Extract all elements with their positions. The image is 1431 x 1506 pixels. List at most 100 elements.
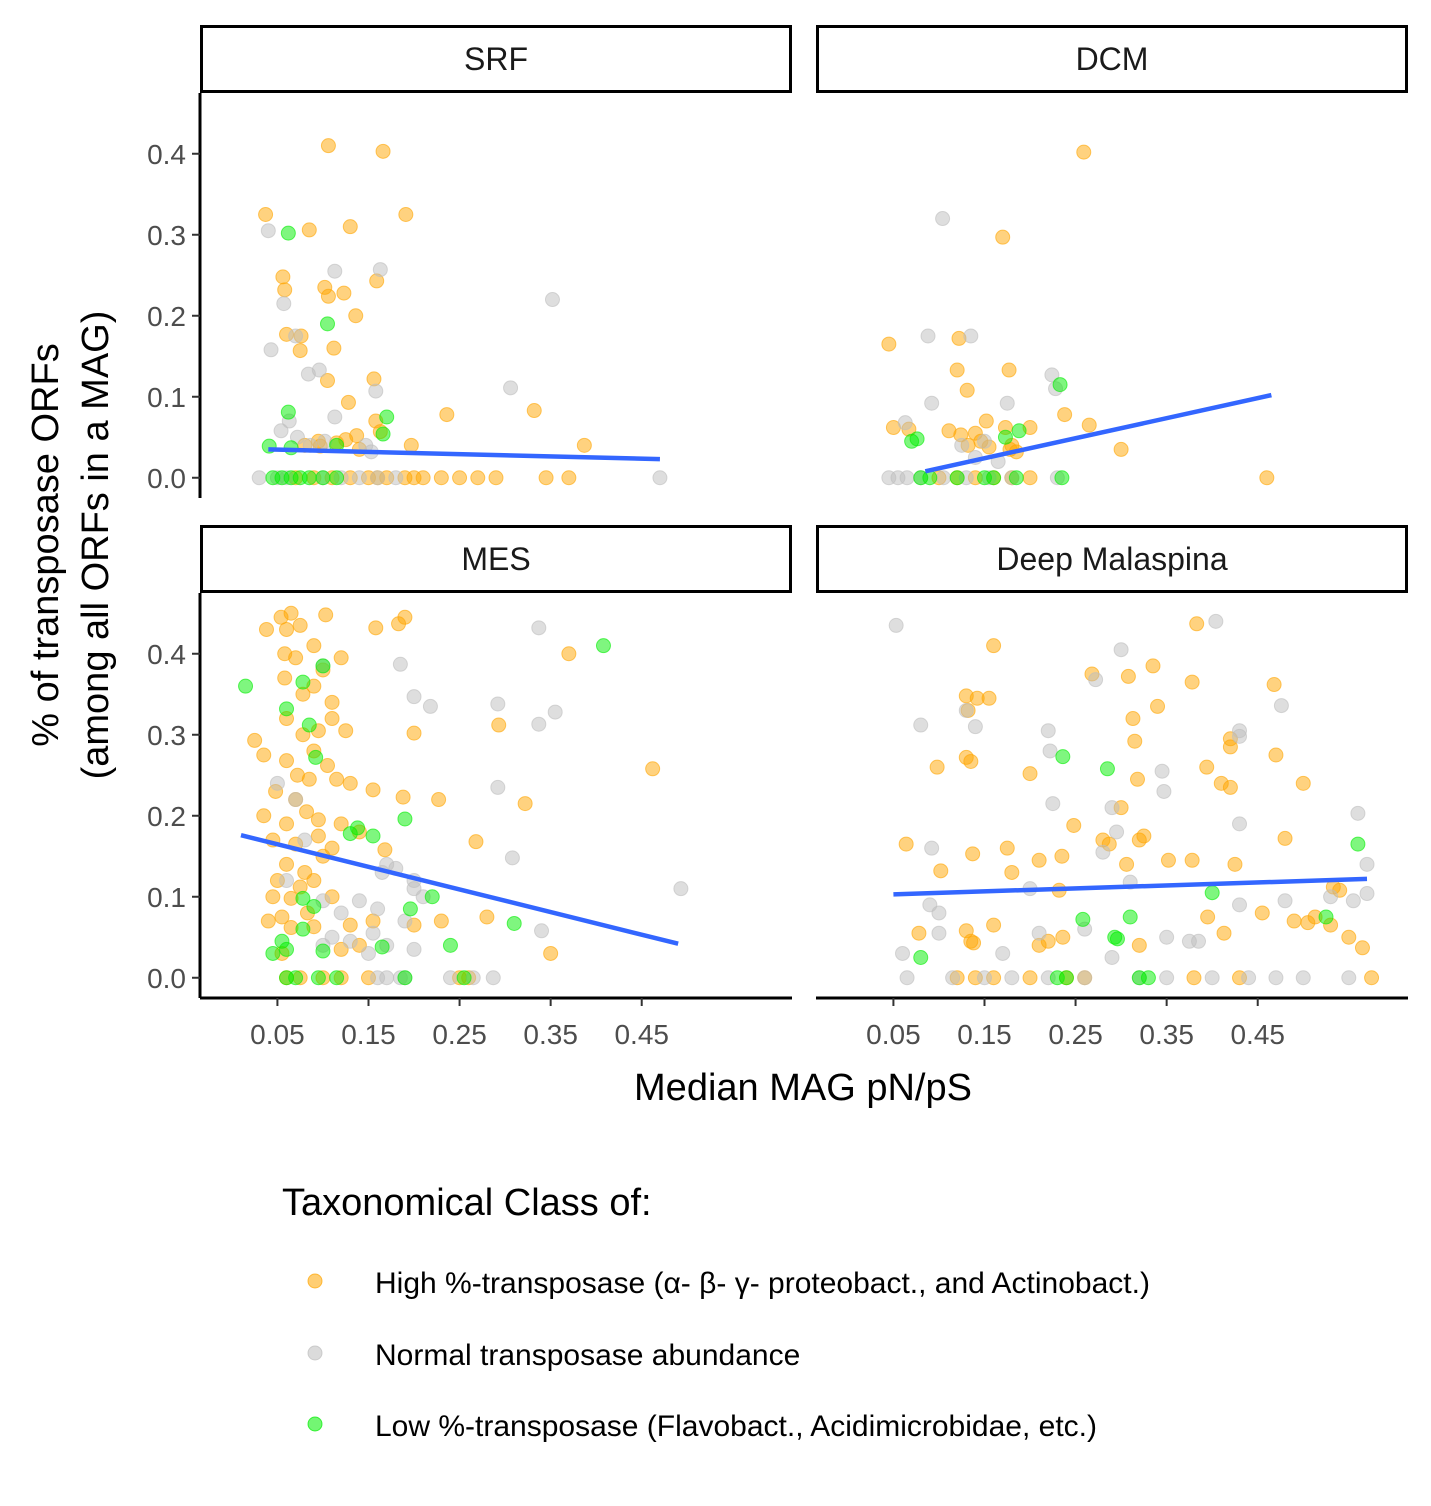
- data-point-normal: [297, 832, 313, 848]
- data-point-high: [949, 362, 965, 378]
- data-point-low: [306, 898, 322, 914]
- data-point-high: [468, 834, 484, 850]
- data-point-high: [881, 336, 897, 352]
- data-point-high: [406, 725, 422, 741]
- data-point-normal: [269, 775, 285, 791]
- data-point-normal: [1154, 763, 1170, 779]
- data-point-high: [1055, 929, 1071, 945]
- data-point-high: [479, 909, 495, 925]
- data-point-high: [1354, 940, 1370, 956]
- data-point-normal: [920, 328, 936, 344]
- data-point-high: [320, 758, 336, 774]
- data-point-normal: [485, 970, 501, 986]
- data-point-normal: [351, 893, 367, 909]
- data-point-high: [256, 747, 272, 763]
- data-point-high: [403, 437, 419, 453]
- data-point-normal: [931, 925, 947, 941]
- data-point-high: [260, 913, 276, 929]
- data-point-normal: [995, 945, 1011, 961]
- data-point-low: [1318, 909, 1334, 925]
- trend-line-srf: [268, 447, 660, 462]
- data-point-low: [997, 429, 1013, 445]
- data-point-normal: [351, 470, 367, 486]
- y-tick-label: 0.0: [147, 463, 186, 494]
- data-point-high: [306, 638, 322, 654]
- data-point-low: [913, 950, 929, 965]
- data-point-high: [258, 207, 274, 222]
- data-point-normal: [490, 696, 506, 712]
- y-axis-title-line-2: (among all ORFs in a MAG): [75, 311, 117, 780]
- data-point-high: [1259, 470, 1275, 486]
- data-point-normal: [406, 941, 422, 957]
- data-point-high: [561, 470, 577, 486]
- data-point-normal: [1159, 970, 1175, 986]
- data-point-normal: [1191, 933, 1207, 949]
- data-point-high: [333, 650, 349, 666]
- data-point-high: [1125, 711, 1141, 727]
- data-point-high: [1227, 856, 1243, 872]
- data-point-low: [1054, 470, 1070, 486]
- data-point-low: [315, 943, 331, 959]
- data-point-normal: [935, 211, 951, 227]
- data-point-normal: [370, 901, 386, 917]
- data-point-low: [301, 717, 317, 733]
- data-point-high: [1066, 817, 1082, 833]
- data-point-normal: [1268, 970, 1284, 986]
- data-point-high: [1200, 909, 1216, 925]
- data-point-normal: [1345, 893, 1361, 909]
- data-point-normal: [370, 470, 386, 486]
- data-point-high: [1268, 747, 1284, 763]
- data-point-high: [256, 808, 272, 824]
- data-point-normal: [1241, 970, 1257, 986]
- data-point-normal: [945, 970, 961, 986]
- x-tick-label: 0.05: [250, 1019, 305, 1050]
- data-point-low: [397, 811, 413, 827]
- data-point-normal: [936, 470, 952, 486]
- data-point-high: [965, 846, 981, 862]
- legend-label-high: High %-transposase (α- β- γ- proteobact.…: [375, 1267, 1150, 1300]
- data-point-normal: [673, 881, 689, 897]
- data-point-normal: [273, 423, 289, 439]
- data-point-high: [1057, 407, 1073, 423]
- data-point-low: [1011, 423, 1027, 439]
- panel-dcm: DCM: [816, 25, 1408, 486]
- data-point-low: [320, 316, 336, 332]
- y-tick-label: 0.2: [147, 301, 186, 332]
- data-point-high: [1184, 852, 1200, 868]
- data-point-high: [1001, 362, 1017, 378]
- x-tick-label: 0.15: [957, 1019, 1012, 1050]
- data-point-normal: [999, 395, 1015, 411]
- facet-label-mes: MES: [461, 541, 530, 577]
- data-point-high: [995, 229, 1011, 245]
- data-point-high: [324, 694, 340, 710]
- data-point-high: [1254, 905, 1270, 921]
- data-point-high: [1081, 417, 1097, 433]
- data-point-high: [406, 470, 422, 486]
- data-point-high: [1130, 771, 1146, 787]
- data-point-low: [238, 678, 254, 694]
- data-point-low: [301, 470, 317, 486]
- data-point-high: [1119, 856, 1135, 872]
- data-point-high: [933, 863, 949, 879]
- data-point-high: [517, 796, 533, 812]
- data-point-low: [365, 828, 381, 844]
- data-point-normal: [406, 689, 422, 705]
- data-point-high: [338, 723, 354, 739]
- data-point-high: [1131, 937, 1147, 953]
- data-point-high: [488, 470, 504, 486]
- data-point-normal: [490, 779, 506, 795]
- data-point-high: [986, 638, 1002, 654]
- data-point-normal: [547, 704, 563, 720]
- data-point-high: [377, 842, 393, 858]
- data-point-normal: [260, 223, 276, 239]
- data-point-normal: [504, 850, 520, 866]
- data-point-high: [320, 288, 336, 304]
- data-point-low: [1109, 931, 1125, 947]
- data-point-high: [1076, 144, 1092, 160]
- data-point-high: [452, 470, 468, 486]
- data-point-normal: [1208, 613, 1224, 629]
- data-point-normal: [442, 970, 458, 986]
- data-point-low: [280, 225, 296, 241]
- data-point-high: [265, 889, 281, 905]
- data-point-normal: [1113, 642, 1129, 658]
